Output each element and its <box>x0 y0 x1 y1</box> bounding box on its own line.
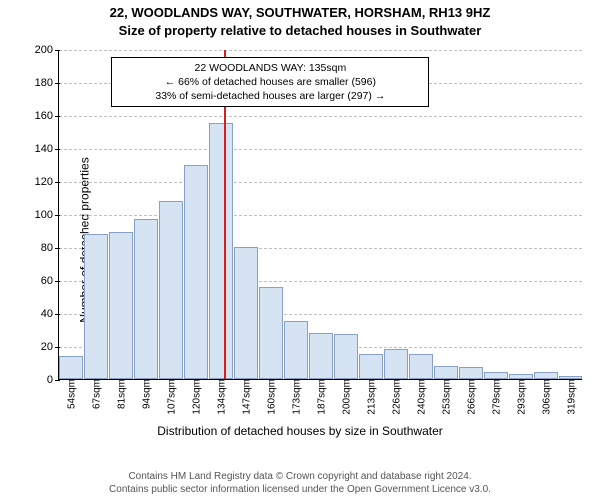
histogram-bar <box>134 219 158 379</box>
histogram-bar <box>309 333 333 379</box>
y-tick-label: 100 <box>19 209 59 221</box>
histogram-bar <box>284 321 308 379</box>
footer-line2: Contains public sector information licen… <box>0 483 600 496</box>
gridline <box>59 149 582 150</box>
annotation-line-3: 33% of semi-detached houses are larger (… <box>118 89 422 103</box>
y-tick-label: 140 <box>19 143 59 155</box>
histogram-bar <box>484 372 508 379</box>
histogram-bar <box>184 165 208 380</box>
x-tick-label: 240sqm <box>414 379 427 415</box>
x-tick-label: 187sqm <box>315 379 328 415</box>
histogram-bar <box>234 247 258 379</box>
x-tick-label: 306sqm <box>539 379 552 415</box>
y-tick-label: 160 <box>19 110 59 122</box>
histogram-bar <box>109 232 133 379</box>
histogram-bar <box>434 366 458 379</box>
histogram-bar <box>559 376 583 379</box>
x-tick-label: 253sqm <box>439 379 452 415</box>
x-tick-label: 213sqm <box>364 379 377 415</box>
histogram-bar <box>59 356 83 379</box>
x-tick-label: 94sqm <box>140 379 153 409</box>
x-tick-label: 293sqm <box>514 379 527 415</box>
histogram-bar <box>459 367 483 379</box>
y-tick-label: 80 <box>19 242 59 254</box>
x-tick-label: 226sqm <box>389 379 402 415</box>
x-tick-label: 266sqm <box>464 379 477 415</box>
x-tick-label: 81sqm <box>115 379 128 409</box>
annotation-line-2: ← 66% of detached houses are smaller (59… <box>118 75 422 89</box>
y-tick-label: 40 <box>19 308 59 320</box>
x-tick-label: 120sqm <box>190 379 203 415</box>
gridline <box>59 215 582 216</box>
histogram-bar <box>334 334 358 379</box>
histogram-bar <box>359 354 383 379</box>
plot-area: 02040608010012014016018020054sqm67sqm81s… <box>58 50 582 380</box>
x-tick-label: 319sqm <box>564 379 577 415</box>
footer-line1: Contains HM Land Registry data © Crown c… <box>0 470 600 483</box>
y-tick-label: 20 <box>19 341 59 353</box>
y-tick-label: 60 <box>19 275 59 287</box>
x-tick-label: 67sqm <box>90 379 103 409</box>
x-axis-label: Distribution of detached houses by size … <box>0 424 600 438</box>
gridline <box>59 50 582 51</box>
histogram-bar <box>259 287 283 379</box>
histogram-bar <box>209 123 233 379</box>
footer-attribution: Contains HM Land Registry data © Crown c… <box>0 470 600 496</box>
x-tick-label: 160sqm <box>265 379 278 415</box>
y-tick-label: 180 <box>19 77 59 89</box>
chart-title-line1: 22, WOODLANDS WAY, SOUTHWATER, HORSHAM, … <box>0 4 600 22</box>
x-tick-label: 107sqm <box>165 379 178 415</box>
x-tick-label: 279sqm <box>489 379 502 415</box>
chart-area: Number of detached properties 0204060801… <box>0 40 600 440</box>
annotation-line-1: 22 WOODLANDS WAY: 135sqm <box>118 61 422 75</box>
histogram-bar <box>534 372 558 379</box>
histogram-bar <box>384 349 408 379</box>
gridline <box>59 182 582 183</box>
chart-title-block: 22, WOODLANDS WAY, SOUTHWATER, HORSHAM, … <box>0 0 600 39</box>
histogram-bar <box>159 201 183 379</box>
y-tick-label: 0 <box>19 374 59 386</box>
annotation-box: 22 WOODLANDS WAY: 135sqm← 66% of detache… <box>111 57 429 108</box>
y-tick-label: 120 <box>19 176 59 188</box>
x-tick-label: 200sqm <box>339 379 352 415</box>
histogram-bar <box>84 234 108 379</box>
histogram-bar <box>409 354 433 379</box>
x-tick-label: 134sqm <box>215 379 228 415</box>
chart-title-line2: Size of property relative to detached ho… <box>0 22 600 40</box>
gridline <box>59 116 582 117</box>
y-tick-label: 200 <box>19 44 59 56</box>
histogram-bar <box>509 374 533 379</box>
x-tick-label: 147sqm <box>240 379 253 415</box>
x-tick-label: 54sqm <box>65 379 78 409</box>
x-tick-label: 173sqm <box>290 379 303 415</box>
